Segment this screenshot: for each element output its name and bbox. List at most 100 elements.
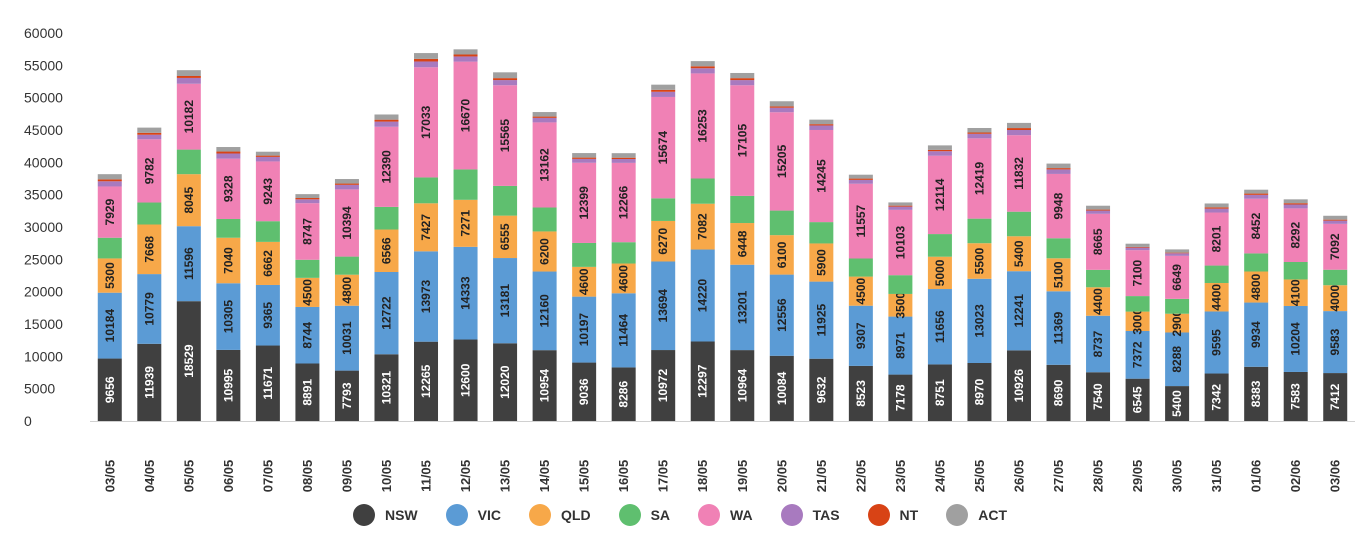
bar-segment-act (1204, 203, 1229, 208)
bar-segment-nt (1323, 219, 1348, 221)
bar-segment-wa (1244, 198, 1269, 254)
bar-segment-vic (414, 251, 439, 342)
bar-segment-wa (888, 209, 913, 276)
bar-segment-qld (1244, 271, 1269, 303)
bar-segment-wa (216, 158, 241, 219)
bar-segment-nt (453, 54, 478, 57)
legend-label: SA (650, 507, 671, 523)
legend-item-qld: QLD (529, 504, 591, 526)
bar-segment-act (97, 174, 122, 180)
legend-swatch (529, 504, 551, 526)
data-label-wa: 9948 (1052, 192, 1066, 219)
bar-segment-nsw (730, 350, 755, 421)
legend-swatch (445, 504, 468, 526)
data-label-nsw: 12600 (459, 363, 473, 397)
bar-segment-wa (334, 189, 359, 257)
legend: NSW VIC QLD SA WA TAS NT ACT (0, 504, 1360, 526)
y-tick-label: 25000 (24, 251, 63, 267)
bar-segment-vic (888, 316, 913, 375)
data-label-wa: 10394 (340, 206, 354, 240)
bar-segment-tas (414, 61, 439, 68)
data-label-wa: 10103 (893, 226, 907, 260)
bar-segment-qld (888, 293, 913, 317)
bar-segment-wa (809, 129, 834, 223)
bar-segment-tas (572, 158, 597, 163)
bar-segment-tas (1006, 130, 1031, 136)
data-label-wa: 17033 (419, 105, 433, 139)
data-label-vic: 10031 (340, 321, 354, 355)
bar-segment-qld (967, 243, 992, 279)
data-label-qld: 6566 (379, 237, 393, 264)
bar-segment-sa (374, 206, 399, 230)
x-tick-label: 11/05 (419, 460, 434, 492)
bar-segment-vic (651, 261, 676, 351)
data-label-nsw: 10084 (775, 371, 789, 405)
bar-segment-sa (1283, 262, 1308, 280)
x-tick-label: 07/05 (260, 460, 275, 493)
data-label-qld: 6555 (498, 223, 512, 250)
bar-segment-wa (255, 161, 280, 222)
bar-segment-nt (611, 157, 636, 159)
legend-swatch (780, 504, 803, 526)
bar-segment-wa (137, 139, 162, 203)
data-label-wa: 8665 (1091, 228, 1105, 255)
data-label-vic: 9365 (261, 302, 275, 329)
data-label-vic: 13181 (498, 284, 512, 318)
bar-segment-vic (611, 293, 636, 368)
data-label-vic: 10184 (103, 309, 117, 343)
x-tick-label: 18/05 (695, 460, 710, 493)
bar-segment-nt (334, 183, 359, 185)
data-label-nsw: 8970 (972, 378, 986, 405)
x-tick-label: 03/06 (1328, 460, 1343, 493)
x-tick-label: 15/05 (577, 460, 592, 493)
x-tick-label: 20/05 (774, 460, 789, 493)
bar-segment-tas (295, 199, 320, 204)
legend-label: TAS (812, 507, 840, 523)
bar-segment-qld (1323, 285, 1348, 312)
bar-segment-nsw (1244, 366, 1269, 421)
x-tick-label: 03/05 (102, 460, 117, 493)
data-label-qld: 5900 (814, 249, 828, 276)
data-label-wa: 7929 (103, 198, 117, 225)
bar-segment-act (176, 70, 201, 76)
data-label-nsw: 10926 (1012, 369, 1026, 403)
bar-segment-nt (1125, 246, 1150, 248)
data-label-vic: 8288 (1170, 346, 1184, 373)
bar-segment-qld (334, 274, 359, 306)
bar-segment-wa (927, 155, 952, 235)
bar-segment-qld (255, 241, 280, 285)
bar-segment-nsw (1283, 371, 1308, 421)
bar-segment-vic (334, 305, 359, 371)
bar-segment-vic (176, 226, 201, 302)
x-tick-label: 26/05 (1011, 460, 1026, 493)
data-label-nsw: 12265 (419, 364, 433, 398)
bar-segment-vic (1086, 315, 1111, 373)
bar-segment-act (414, 53, 439, 59)
bar-segment-vic (1046, 291, 1071, 365)
bar-segment-qld (1006, 236, 1031, 272)
y-tick-label: 10000 (24, 348, 63, 364)
x-tick-label: 27/05 (1051, 460, 1066, 493)
bar-segment-qld (730, 223, 755, 265)
data-label-nsw: 5400 (1170, 390, 1184, 417)
bar-segment-act (611, 153, 636, 158)
bar-segment-nsw (1204, 373, 1229, 421)
y-tick-label: 40000 (24, 154, 63, 170)
bar-segment-nt (255, 155, 280, 157)
data-label-qld: 5400 (1012, 240, 1026, 267)
bar-segment-sa (255, 221, 280, 242)
bar-segment-sa (572, 242, 597, 267)
bar-segment-vic (572, 296, 597, 363)
data-label-nsw: 8383 (1249, 380, 1263, 407)
bar-segment-vic (1006, 271, 1031, 351)
legend-item-nt: NT (867, 504, 918, 526)
bar-segment-tas (1086, 210, 1111, 214)
data-label-nsw: 7412 (1328, 383, 1342, 410)
bar-segment-sa (730, 195, 755, 224)
x-tick-label: 10/05 (379, 460, 394, 493)
bar-segment-vic (374, 271, 399, 355)
data-label-vic: 9583 (1328, 328, 1342, 355)
x-tick-label: 17/05 (656, 460, 671, 493)
data-label-wa: 6649 (1170, 264, 1184, 291)
data-label-nsw: 8286 (617, 381, 631, 408)
